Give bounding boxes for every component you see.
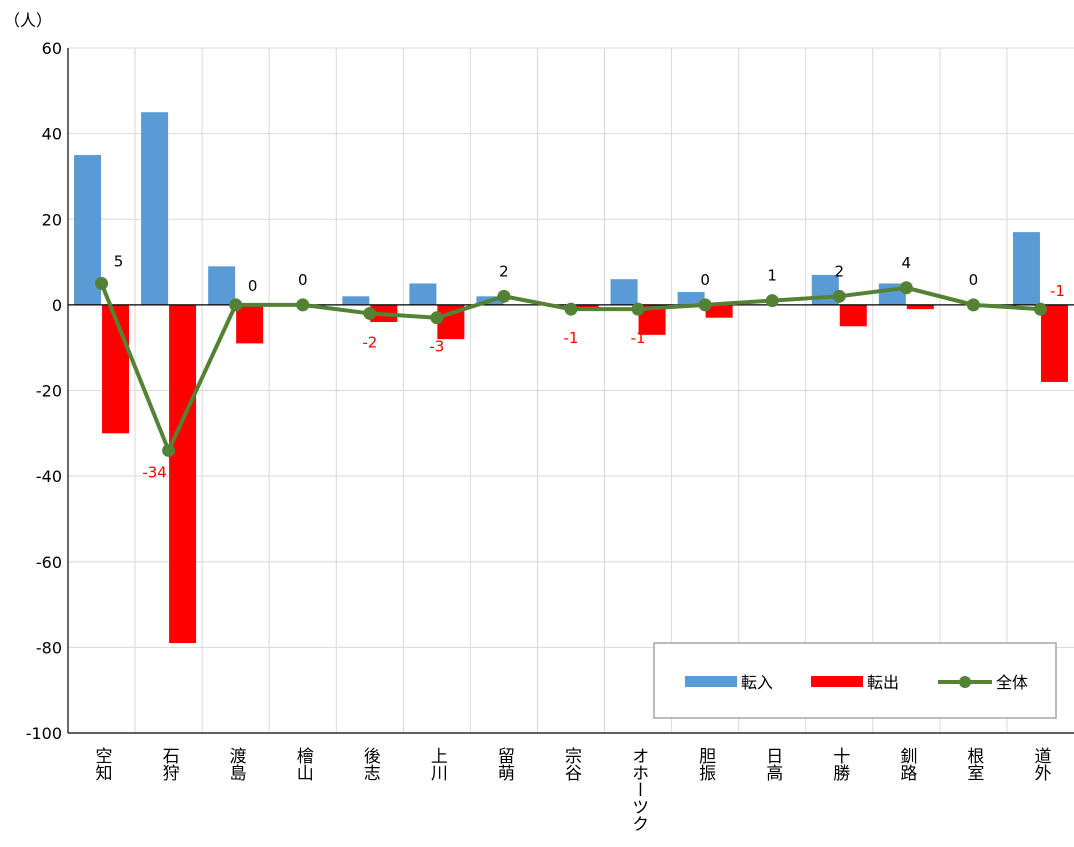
y-tick-label: -60: [36, 553, 62, 572]
category-label: 根室: [963, 747, 984, 781]
total-point: [296, 298, 310, 312]
data-label: -34: [142, 463, 167, 481]
data-label: 1: [767, 267, 777, 285]
data-label: 0: [298, 271, 308, 289]
bar-out: [1040, 304, 1068, 382]
bars: [74, 112, 1068, 644]
category-label: 胆振: [695, 747, 716, 782]
data-label: 0: [969, 271, 979, 289]
data-label: 0: [700, 271, 710, 289]
category-label: 上川: [427, 747, 448, 781]
category-label: 留萌: [494, 747, 514, 782]
y-tick-label: 0: [52, 296, 62, 315]
data-label: 2: [834, 262, 844, 280]
total-point: [1033, 302, 1047, 316]
bar-in: [677, 292, 705, 305]
data-label: -3: [429, 338, 444, 356]
y-tick-label: 40: [42, 125, 62, 144]
total-point: [229, 298, 243, 312]
y-tick-label: 20: [42, 210, 62, 229]
bar-out: [571, 304, 599, 310]
legend-label-total: 全体: [996, 673, 1028, 692]
y-tick-labels: 60 40 20 0 -20 -40 -60 -80 -100: [26, 39, 62, 743]
total-point: [698, 298, 712, 312]
data-labels: 5 -34 0 0 -2 -3 2 -1 -1 0 1 2 4 0 -1: [114, 252, 1065, 481]
data-label: -1: [1050, 282, 1065, 300]
total-point: [497, 289, 511, 303]
category-label: 日高: [762, 747, 782, 782]
category-label: 石狩: [159, 747, 180, 782]
data-label: 0: [248, 277, 258, 295]
category-labels: 空知 石狩 渡島 檜山 後志 上川 留萌 宗谷 オホーツク 胆振 日高 十勝 釧路 根室 道外: [92, 746, 1051, 832]
data-label: -1: [631, 329, 646, 347]
bar-in: [208, 266, 236, 305]
total-point: [95, 276, 109, 290]
category-label: 十勝: [829, 747, 850, 782]
data-label: 2: [499, 262, 509, 280]
legend-label-in: 転入: [741, 673, 773, 692]
y-tick-label: -40: [36, 467, 62, 486]
y-tick-label: -20: [36, 382, 62, 401]
bar-in: [409, 283, 437, 305]
total-point: [966, 298, 980, 312]
bar-out: [236, 304, 264, 344]
category-label: 釧路: [896, 747, 917, 781]
total-line: [95, 276, 1047, 457]
total-point: [765, 294, 779, 308]
legend-swatch-total-marker: [959, 676, 971, 688]
y-tick-label: -80: [36, 638, 62, 657]
bar-in: [1012, 232, 1040, 305]
gridlines: [68, 47, 1074, 734]
bar-out: [839, 304, 867, 327]
y-tick-label: -100: [26, 724, 62, 743]
total-point: [162, 443, 176, 457]
total-point: [832, 289, 846, 303]
category-label: 宗谷: [561, 747, 582, 781]
total-point: [899, 281, 913, 295]
category-label: 空知: [92, 747, 113, 781]
unit-label: （人）: [4, 11, 52, 30]
total-point: [363, 306, 377, 320]
data-label: 5: [114, 252, 124, 270]
category-label: 檜山: [293, 746, 314, 781]
category-label: 道外: [1030, 747, 1051, 781]
bar-in: [141, 112, 169, 305]
bar-in: [610, 279, 638, 305]
bar-in: [342, 296, 370, 305]
total-point: [430, 311, 444, 325]
legend-label-out: 転出: [867, 673, 899, 692]
y-tick-label: 60: [42, 39, 62, 58]
data-label: -2: [362, 333, 377, 351]
bar-out: [169, 304, 197, 644]
total-point: [564, 302, 578, 316]
category-label: 後志: [360, 747, 381, 781]
category-label: オホーツク: [628, 747, 648, 832]
bar-out: [102, 304, 130, 434]
bar-out: [705, 304, 733, 318]
bar-out: [906, 304, 934, 310]
category-label: 渡島: [226, 747, 247, 782]
data-label: -1: [564, 329, 579, 347]
legend-swatch-out: [811, 676, 863, 687]
legend-swatch-in: [685, 676, 737, 687]
legend: 転入 転出 全体: [653, 642, 1057, 719]
total-point: [631, 302, 645, 316]
data-label: 4: [902, 254, 912, 272]
